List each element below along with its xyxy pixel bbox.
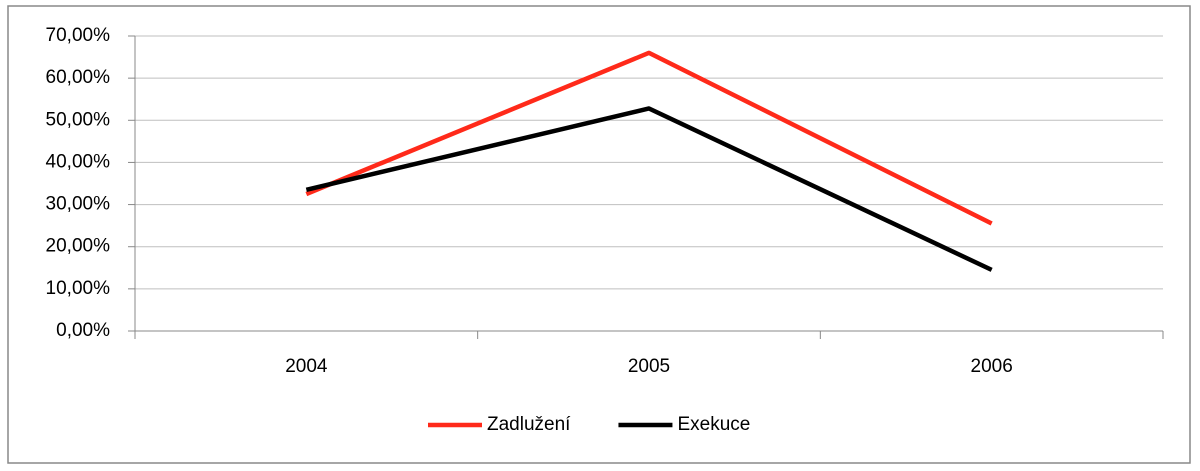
y-tick-label: 10,00% xyxy=(46,278,111,299)
chart-frame xyxy=(7,5,1191,464)
y-tick-label: 60,00% xyxy=(46,67,111,88)
y-tick-label: 70,00% xyxy=(46,25,111,46)
y-tick-label: 40,00% xyxy=(46,151,111,172)
x-tick-label: 2006 xyxy=(971,356,1013,377)
legend-label: Zadlužení xyxy=(487,414,571,435)
y-tick-label: 0,00% xyxy=(56,320,110,341)
x-tick-label: 2004 xyxy=(285,356,328,377)
series-line xyxy=(305,50,993,226)
legend-label: Exekuce xyxy=(677,414,750,435)
y-tick-label: 20,00% xyxy=(46,236,111,257)
series-line xyxy=(305,106,993,272)
x-tick-label: 2005 xyxy=(628,356,670,377)
y-tick-label: 30,00% xyxy=(46,194,111,215)
y-tick-label: 50,00% xyxy=(46,109,111,130)
